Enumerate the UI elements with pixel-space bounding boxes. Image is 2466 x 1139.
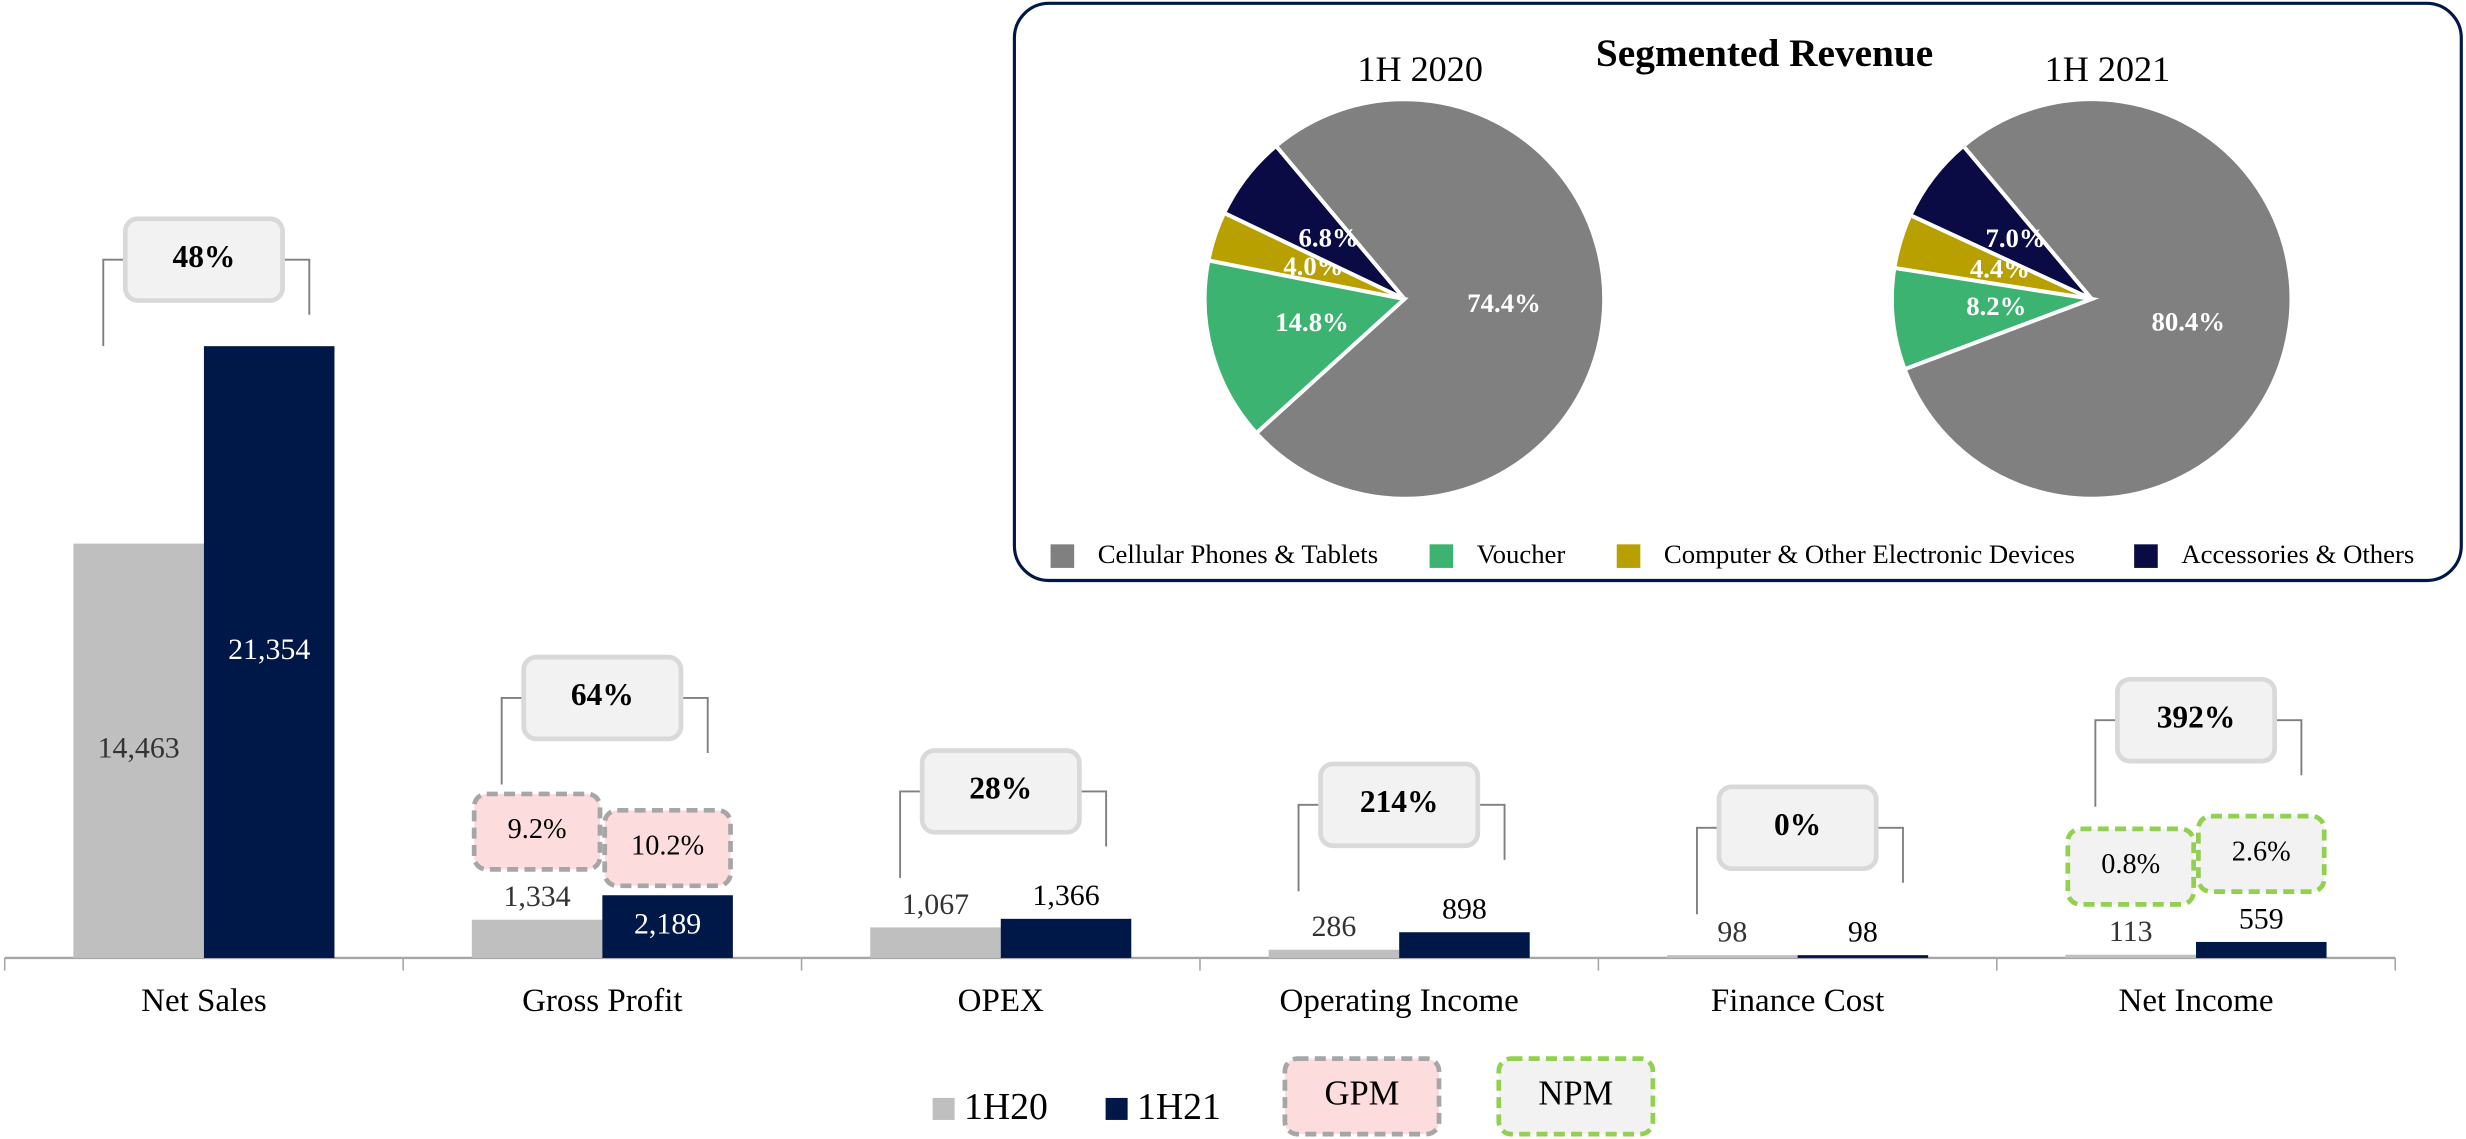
chart: Segmented Revenue Net Sales 14,463 21,354 4… <box>0 0 2466 1139</box>
inset-title: Segmented Revenue <box>1596 31 1933 75</box>
legend-label: Voucher <box>1477 539 1566 569</box>
bar <box>472 920 603 958</box>
bar <box>1001 919 1132 958</box>
margin-label: 10.2% <box>631 831 704 862</box>
legend-swatch <box>1106 1098 1128 1120</box>
legend-label: Computer & Other Electronic Devices <box>1664 539 2075 569</box>
value-label: 98 <box>1848 916 1878 949</box>
bar <box>2196 942 2327 958</box>
value-label: 1,366 <box>1032 879 1099 912</box>
value-label: 1,334 <box>503 880 570 913</box>
x-tick-label: Net Sales <box>141 983 267 1019</box>
x-tick-label: Finance Cost <box>1711 983 1884 1019</box>
legend-swatch <box>1051 544 1075 568</box>
pie-value-label: 14.8% <box>1275 307 1348 337</box>
bar <box>1667 955 1798 958</box>
bar <box>1798 955 1929 958</box>
growth-label: 214% <box>1360 784 1439 819</box>
pie-value-label: 6.8% <box>1299 222 1359 252</box>
x-tick-label: Operating Income <box>1280 983 1519 1019</box>
margin-label: 2.6% <box>2232 836 2291 867</box>
pie-title: 1H 2021 <box>2045 49 2171 89</box>
legend-label: Cellular Phones & Tablets <box>1098 539 1378 569</box>
value-label: 286 <box>1312 910 1357 943</box>
pie-value-label: 80.4% <box>2152 307 2225 337</box>
value-label: 1,067 <box>902 888 969 921</box>
pie-value-label: 74.4% <box>1467 288 1540 318</box>
bar <box>2065 955 2196 958</box>
growth-label: 0% <box>1774 807 1821 842</box>
legend-swatch <box>933 1098 955 1120</box>
legend-label: 1H20 <box>964 1086 1048 1128</box>
x-tick-label: Gross Profit <box>522 983 683 1019</box>
legend-swatch <box>2134 544 2158 568</box>
x-tick-label: OPEX <box>958 983 1044 1019</box>
legend-label: NPM <box>1538 1074 1613 1112</box>
bar <box>870 927 1001 958</box>
x-tick-label: Net Income <box>2119 983 2274 1019</box>
bar <box>1399 932 1530 958</box>
value-label: 98 <box>1717 916 1747 949</box>
value-label: 2,189 <box>634 907 701 940</box>
growth-label: 48% <box>172 239 235 274</box>
growth-label: 28% <box>969 771 1032 806</box>
growth-label: 64% <box>571 677 634 712</box>
legend-label: GPM <box>1324 1074 1399 1112</box>
pie-title: 1H 2020 <box>1357 49 1483 89</box>
growth-label: 392% <box>2157 699 2236 734</box>
value-label: 898 <box>1442 893 1487 926</box>
legend-label: 1H21 <box>1137 1086 1221 1128</box>
pie-value-label: 8.2% <box>1966 291 2026 321</box>
margin-label: 9.2% <box>508 814 567 845</box>
value-label: 14,463 <box>98 732 180 765</box>
legend-label: Accessories & Others <box>2181 539 2414 569</box>
value-label: 559 <box>2239 902 2284 935</box>
margin-label: 0.8% <box>2101 849 2160 880</box>
value-label: 113 <box>2109 915 2153 948</box>
bar <box>1269 950 1400 958</box>
value-label: 21,354 <box>228 633 310 666</box>
legend-swatch <box>1430 544 1454 568</box>
page: {"inset_title": "Segmented Revenue", "ch… <box>0 0 2466 1139</box>
legend-swatch <box>1617 544 1641 568</box>
pie-value-label: 7.0% <box>1985 223 2045 253</box>
